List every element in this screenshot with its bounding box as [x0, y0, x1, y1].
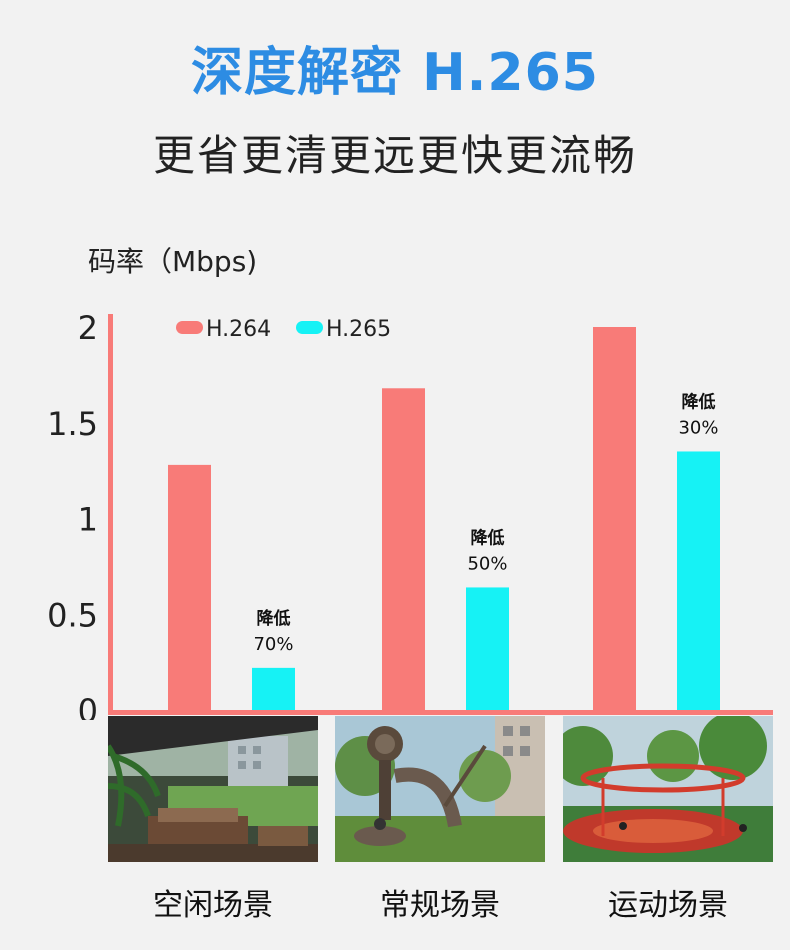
reduction-label: 降低: [257, 608, 291, 629]
y-tick-label: 0: [78, 692, 98, 720]
reduction-label: 降低: [682, 391, 716, 412]
y-tick-label: 1: [78, 501, 98, 539]
x-axis-line: [108, 710, 773, 715]
reduction-percent: 70%: [253, 634, 293, 655]
y-tick-label: 2: [78, 309, 98, 347]
category-label-sports: 运动场景: [608, 888, 728, 923]
legend-label-1: H.265: [326, 317, 391, 342]
bar-h264-0: [168, 464, 211, 710]
reduction-percent: 50%: [467, 553, 507, 574]
bar-h265-0: [252, 667, 295, 710]
page-subtitle: 更省更清更远更快更流畅: [152, 131, 637, 180]
legend-swatch-1: [296, 321, 323, 334]
bar-h264-1: [382, 388, 425, 710]
regular-scene-photo: [335, 716, 545, 862]
reduction-percent: 30%: [678, 417, 718, 438]
y-axis-line: [108, 314, 113, 714]
y-tick-label: 0.5: [47, 596, 98, 634]
category-label-idle: 空闲场景: [153, 888, 273, 923]
y-tick-label: 1.5: [47, 405, 98, 443]
idle-scene-photo: [108, 716, 318, 862]
y-axis-label: 码率（Mbps): [88, 245, 258, 278]
bar-h264-2: [593, 327, 636, 710]
legend-swatch-0: [176, 321, 203, 334]
bar-h265-1: [466, 587, 509, 710]
reduction-label: 降低: [471, 527, 505, 548]
sports-scene-photo: [563, 716, 773, 862]
page-title: 深度解密 H.265: [191, 43, 599, 103]
legend-label-0: H.264: [206, 317, 271, 342]
bar-h265-2: [677, 451, 720, 710]
bar-chart: 0 0.5 1 1.5 2 降低 70% 降低 50% 降低 30% H.264 H.265: [47, 309, 773, 720]
category-label-regular: 常规场景: [380, 888, 500, 923]
